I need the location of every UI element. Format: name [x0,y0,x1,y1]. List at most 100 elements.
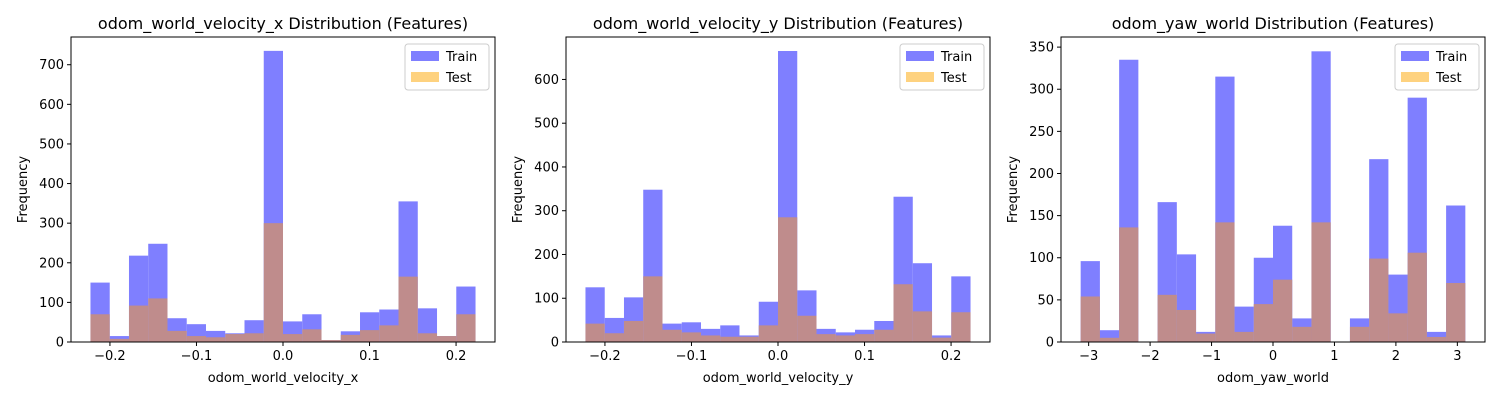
x-tick-label: 0.2 [941,349,962,364]
legend: Train Test [404,43,490,91]
y-tick-label: 300 [39,217,64,232]
test-bar [758,325,778,342]
test-bar [662,329,682,342]
test-bar [778,217,798,342]
legend-label-train: Train [1435,50,1467,65]
y-tick-label: 600 [39,98,64,113]
test-bar [225,334,245,342]
legend-swatch-test [906,72,934,82]
test-bar [1426,336,1447,342]
x-tick-label: 2 [1392,349,1400,364]
x-tick-label: 0.2 [446,349,467,364]
x-axis-label: odom_world_velocity_x [208,371,359,386]
test-bar [700,335,721,342]
test-bar [855,334,875,342]
y-tick-label: 100 [39,296,64,311]
test-bar [1119,227,1139,342]
y-tick-label: 500 [39,137,64,152]
test-bar [912,311,933,342]
chart-title: odom_world_velocity_y Distribution (Feat… [593,14,963,34]
train-bar [1099,330,1120,342]
test-bar [1273,279,1293,342]
test-bar [1234,331,1254,342]
y-tick-label: 200 [534,248,559,263]
chart-title: odom_world_velocity_x Distribution (Feat… [98,14,468,34]
test-bar [1176,309,1197,342]
y-axis-label: Frequency [1006,156,1021,223]
y-tick-label: 250 [1029,125,1054,140]
x-tick-label: 0.1 [359,349,380,364]
test-bar [302,329,322,342]
legend: Train Test [1394,43,1480,91]
x-tick-label: 3 [1453,349,1461,364]
test-bar [1388,313,1408,342]
chart-panel-1: −0.2 −0.1 0.0 0.1 0.2 0 100 200 300 400 500 600 700 o… [16,14,496,386]
y-tick-label: 100 [534,292,559,307]
x-tick-label: −0.1 [676,349,708,364]
x-axis-label: odom_world_velocity_y [703,371,854,386]
y-tick-label: 400 [534,160,559,175]
test-bar [623,320,644,342]
test-bar [739,336,759,342]
test-bar [1196,333,1216,342]
test-bar [1157,294,1177,342]
test-bar [816,334,836,342]
y-tick-label: 300 [1029,83,1054,98]
chart-title: odom_yaw_world Distribution (Features) [1112,14,1435,34]
test-bar [186,336,206,342]
y-tick-label: 500 [534,117,559,132]
y-axis-label: Frequency [16,156,31,223]
test-bar [128,305,149,342]
test-bar [417,333,438,342]
y-tick-label: 400 [39,177,64,192]
y-tick-label: 100 [1029,251,1054,266]
legend-label-test: Test [940,71,967,86]
test-bar [932,337,952,342]
y-tick-label: 350 [1029,41,1054,56]
legend-swatch-train [411,51,439,61]
test-bar [874,329,894,342]
test-bar [1215,222,1235,342]
legend: Train Test [899,43,985,91]
x-tick-label: 0 [1269,349,1277,364]
legend-swatch-test [1401,72,1429,82]
test-bar [720,336,740,342]
test-bar [340,334,361,342]
x-tick-label: −3 [1079,349,1098,364]
test-bar [437,336,457,342]
test-bar [1080,296,1100,342]
legend-swatch-train [906,51,934,61]
x-tick-label: −0.2 [94,349,126,364]
y-tick-label: 0 [1046,336,1054,351]
test-bar [604,333,624,342]
x-tick-label: −2 [1141,349,1160,364]
x-tick-label: 0.1 [854,349,875,364]
test-bar [109,338,129,342]
chart-panel-3: −3 −2 −1 0 1 2 3 0 50 100 150 200 250 300 350 odom_yaw_… [1006,14,1486,386]
test-bar [90,314,110,342]
test-bar [1446,283,1466,342]
test-bar [1311,222,1331,342]
y-tick-label: 600 [534,73,559,88]
legend-label-train: Train [445,50,477,65]
x-axis-label: odom_yaw_world [1217,371,1329,386]
chart-panel-2: −0.2 −0.1 0.0 0.1 0.2 0 100 200 300 400 500 600 odom… [511,14,991,386]
test-bar [148,298,168,342]
legend-swatch-train [1401,51,1429,61]
test-bar [321,340,341,342]
test-bar [893,284,913,342]
y-tick-label: 0 [56,336,64,351]
legend-swatch-test [411,72,439,82]
test-bar [263,223,283,342]
y-tick-label: 50 [1037,293,1054,308]
y-tick-label: 0 [551,336,559,351]
x-tick-label: −0.1 [181,349,213,364]
x-tick-label: 0.0 [768,349,789,364]
legend-label-test: Test [445,71,472,86]
legend-label-train: Train [940,50,972,65]
test-bar [585,323,605,342]
x-tick-label: −1 [1202,349,1221,364]
test-bar [167,330,187,342]
train-bar [205,330,226,342]
